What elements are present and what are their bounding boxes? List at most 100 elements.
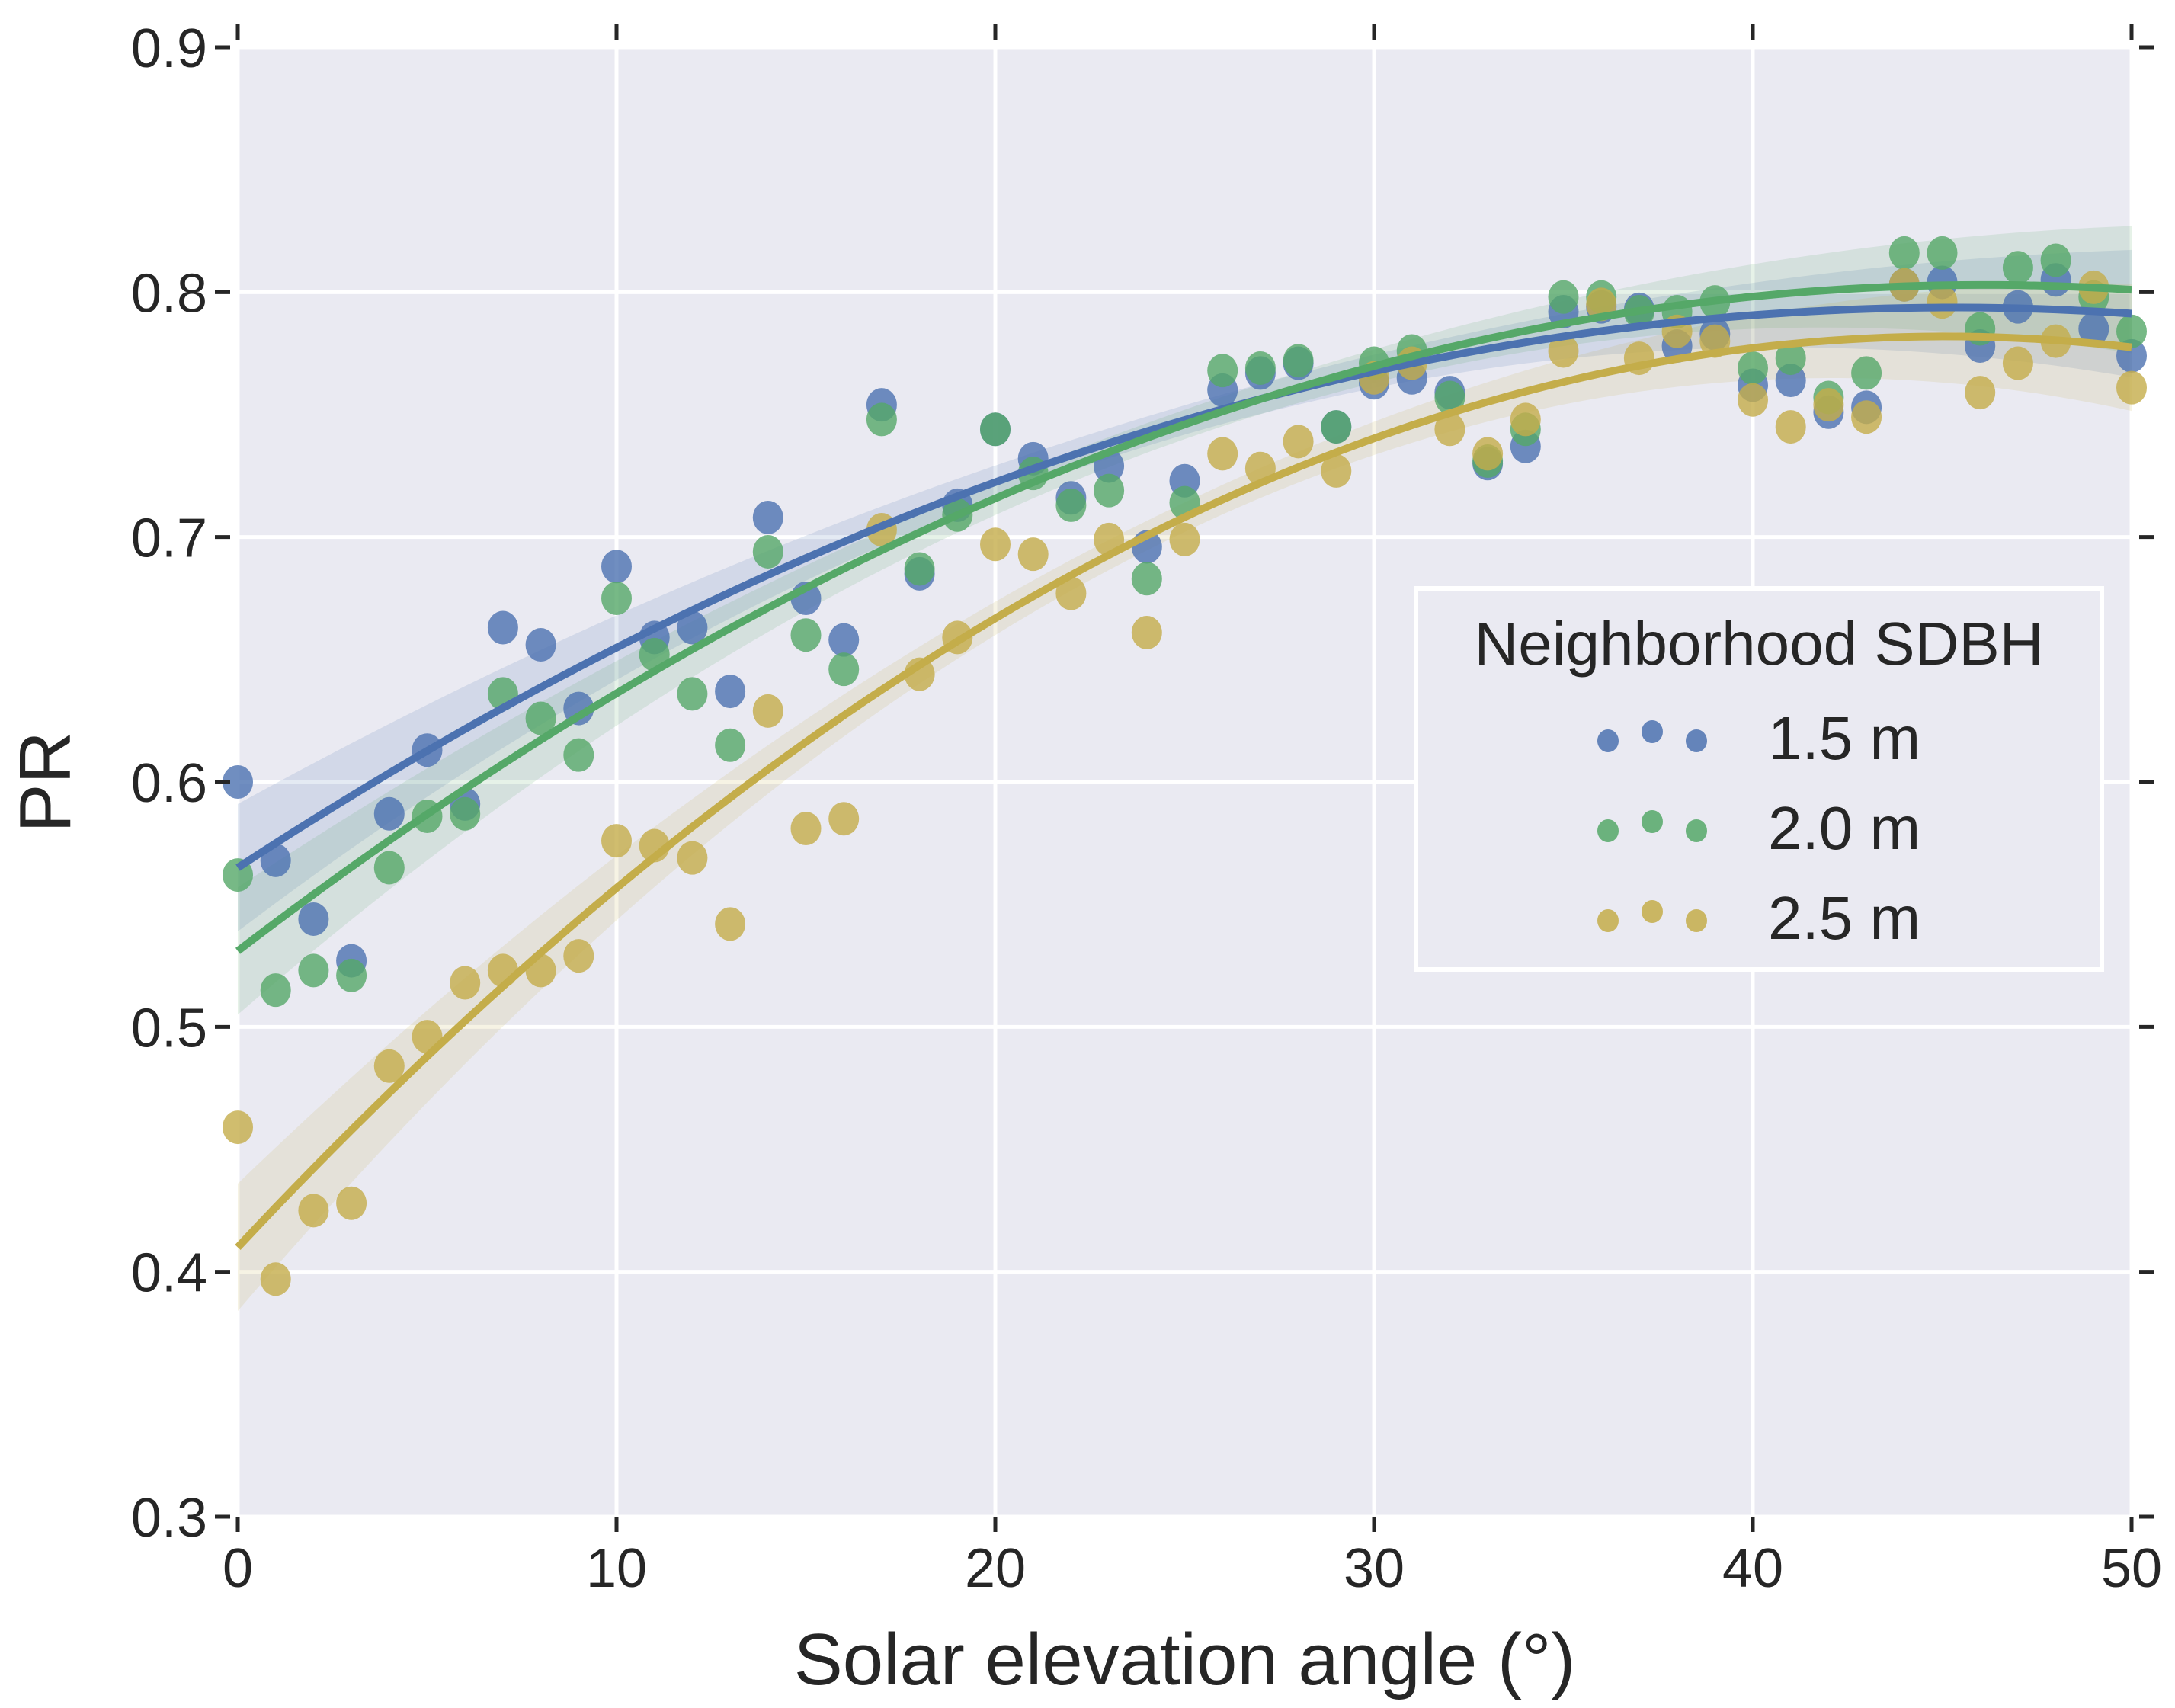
data-point [1775, 341, 1806, 376]
data-point [298, 1194, 329, 1228]
data-point [828, 623, 860, 657]
data-point [1548, 334, 1579, 368]
data-point [260, 973, 291, 1008]
data-point [1169, 522, 1200, 556]
data-point [1283, 344, 1314, 378]
data-point [1851, 400, 1882, 434]
data-point [336, 1186, 367, 1220]
legend-marker [1597, 729, 1619, 752]
y-tick-label: 0.7 [131, 508, 207, 569]
data-point [1510, 402, 1541, 437]
y-tick-label: 0.8 [131, 263, 207, 324]
fit-lines [235, 280, 2132, 1250]
data-point [298, 902, 329, 936]
data-point [1965, 376, 1996, 410]
data-point [2040, 243, 2071, 277]
legend-label: 2.0 m [1768, 794, 1920, 862]
data-point [2116, 314, 2147, 348]
y-tick-label: 0.5 [131, 998, 207, 1059]
y-tick-label: 0.6 [131, 753, 207, 814]
data-point [980, 527, 1011, 562]
data-point [1017, 537, 1049, 572]
legend: Neighborhood SDBH 1.5 m 2.0 m 2.5 m [1414, 586, 2104, 972]
data-point [2002, 346, 2033, 380]
data-point [752, 534, 783, 569]
data-point [223, 765, 253, 799]
data-point [866, 402, 897, 437]
data-point [828, 652, 860, 687]
data-point [336, 958, 367, 992]
data-point [715, 907, 746, 941]
data-point [260, 1262, 291, 1296]
data-point [450, 796, 481, 831]
data-point [904, 552, 935, 586]
data-point [1207, 437, 1238, 471]
data-point [1548, 280, 1579, 314]
fit-line [235, 303, 2132, 871]
data-point [601, 550, 632, 584]
data-point [525, 701, 556, 735]
data-point [298, 953, 329, 988]
fit-line [235, 332, 2132, 1250]
data-point [1321, 453, 1352, 488]
x-tick-label: 20 [965, 1538, 1026, 1599]
data-point [1738, 383, 1768, 417]
data-point [828, 802, 860, 836]
legend-marker [1642, 900, 1663, 923]
data-point [715, 728, 746, 762]
legend-label: 2.5 m [1768, 884, 1920, 952]
x-tick-label: 40 [1722, 1538, 1783, 1599]
data-point [677, 841, 708, 875]
data-point [450, 966, 481, 1000]
data-point [487, 610, 518, 645]
data-point [1813, 388, 1844, 422]
x-tick-label: 50 [2101, 1538, 2162, 1599]
data-point [752, 500, 783, 534]
legend-label: 1.5 m [1768, 704, 1920, 772]
data-point [1775, 410, 1806, 444]
data-point [1738, 351, 1768, 385]
data-point [1927, 285, 1958, 319]
legend-marker [1686, 909, 1707, 932]
data-point [525, 628, 556, 662]
data-point [790, 618, 822, 652]
data-point [790, 812, 822, 846]
data-point [677, 610, 708, 645]
fit-line [235, 280, 2132, 954]
data-point [715, 675, 746, 709]
data-point [601, 582, 632, 615]
data-point [1851, 356, 1882, 390]
data-point [563, 738, 594, 772]
data-point [980, 412, 1011, 447]
data-point [1207, 354, 1238, 388]
data-point [1434, 412, 1465, 447]
data-point [1927, 236, 1958, 270]
data-point [373, 796, 405, 831]
data-point [1244, 351, 1276, 385]
data-point [373, 1049, 405, 1083]
data-point [563, 939, 594, 973]
data-point [223, 1110, 253, 1145]
data-point [752, 694, 783, 728]
x-tick-label: 10 [586, 1538, 647, 1599]
data-point [1055, 576, 1087, 610]
y-tick-label: 0.9 [131, 18, 207, 79]
legend-marker [1597, 819, 1619, 842]
ticks: 0 10 20 30 40 50 0.3 0.4 0.5 0.6 0.7 0.8 0.9 [131, 18, 2162, 1599]
legend-marker [1686, 819, 1707, 842]
legend-marker [1686, 729, 1707, 752]
data-point [1131, 562, 1162, 596]
data-point [677, 677, 708, 711]
data-point [1131, 615, 1162, 649]
legend-marker [1597, 909, 1619, 932]
y-axis-label: PR [5, 731, 86, 832]
data-point [2002, 251, 2033, 285]
data-point [373, 851, 405, 885]
x-axis-label: Solar elevation angle (°) [794, 1619, 1576, 1700]
legend-title: Neighborhood SDBH [1474, 610, 2043, 678]
legend-frame [1414, 586, 2104, 972]
data-point [1321, 410, 1352, 444]
x-tick-label: 30 [1344, 1538, 1405, 1599]
data-point [1888, 236, 1920, 270]
